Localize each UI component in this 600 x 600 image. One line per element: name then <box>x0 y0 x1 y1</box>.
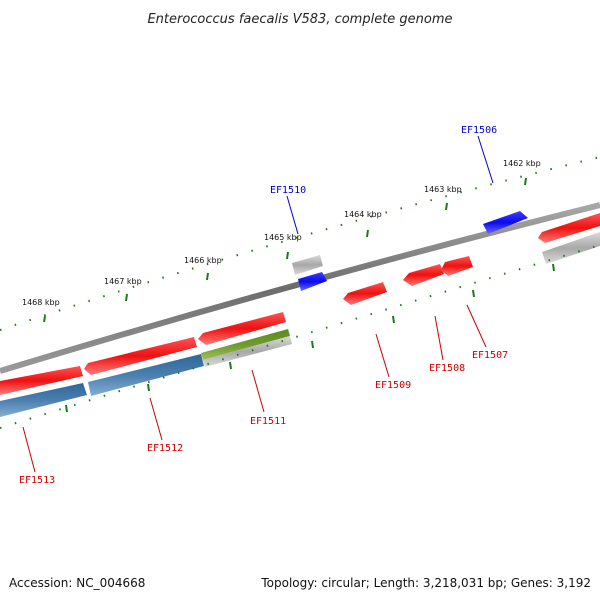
kbp-label-1466: 1466 kbp <box>184 256 222 265</box>
map-title: Enterococcus faecalis V583, complete gen… <box>147 12 452 27</box>
gene-ef1510[interactable] <box>298 272 327 291</box>
kbp-label-1463: 1463 kbp <box>424 185 462 194</box>
gene-ef1512[interactable] <box>84 337 197 375</box>
gene-label-ef1507[interactable]: EF1507 <box>472 350 508 361</box>
gene-label-ef1510[interactable]: EF1510 <box>270 185 306 196</box>
cog-box-ef1511-green <box>201 329 290 360</box>
gene-ef1511[interactable] <box>198 312 286 345</box>
cog-box-ef1513 <box>0 383 87 417</box>
gene-ef1506[interactable] <box>483 211 528 234</box>
kbp-label-1465: 1465 kbp <box>264 233 302 242</box>
accession-label: Accession: NC_004668 <box>9 576 145 590</box>
gene-ef1508[interactable] <box>403 264 444 286</box>
gene-label-ef1513[interactable]: EF1513 <box>19 475 55 486</box>
kbp-label-1464: 1464 kbp <box>344 210 382 219</box>
gene-label-ef1511[interactable]: EF1511 <box>250 416 286 427</box>
label-leaders-blue <box>286 135 494 235</box>
gene-label-ef1506[interactable]: EF1506 <box>461 125 497 136</box>
outer-major-ticks <box>43 177 527 323</box>
genome-backbone <box>0 202 600 374</box>
gene-ef1505[interactable] <box>538 213 600 243</box>
kbp-label-1468: 1468 kbp <box>22 298 60 307</box>
kbp-label-1467: 1467 kbp <box>104 277 142 286</box>
cog-box-ef1512 <box>88 354 204 396</box>
gene-ef1513[interactable] <box>0 366 83 395</box>
gene-label-ef1509[interactable]: EF1509 <box>375 380 411 391</box>
gene-label-ef1512[interactable]: EF1512 <box>147 443 183 454</box>
cog-box-ef1511-grey <box>203 336 292 367</box>
genome-summary: Topology: circular; Length: 3,218,031 bp… <box>260 576 591 590</box>
gene-ef1507[interactable] <box>441 256 473 276</box>
outer-tick-ring <box>0 156 600 331</box>
cog-box-ef1505 <box>542 232 600 264</box>
label-leaders-red <box>22 304 487 473</box>
inner-major-ticks <box>65 263 555 413</box>
kbp-label-1462: 1462 kbp <box>503 159 541 168</box>
gene-label-ef1508[interactable]: EF1508 <box>429 363 465 374</box>
gene-ef1509[interactable] <box>343 282 387 305</box>
gene-ef1510-cog <box>292 255 323 275</box>
